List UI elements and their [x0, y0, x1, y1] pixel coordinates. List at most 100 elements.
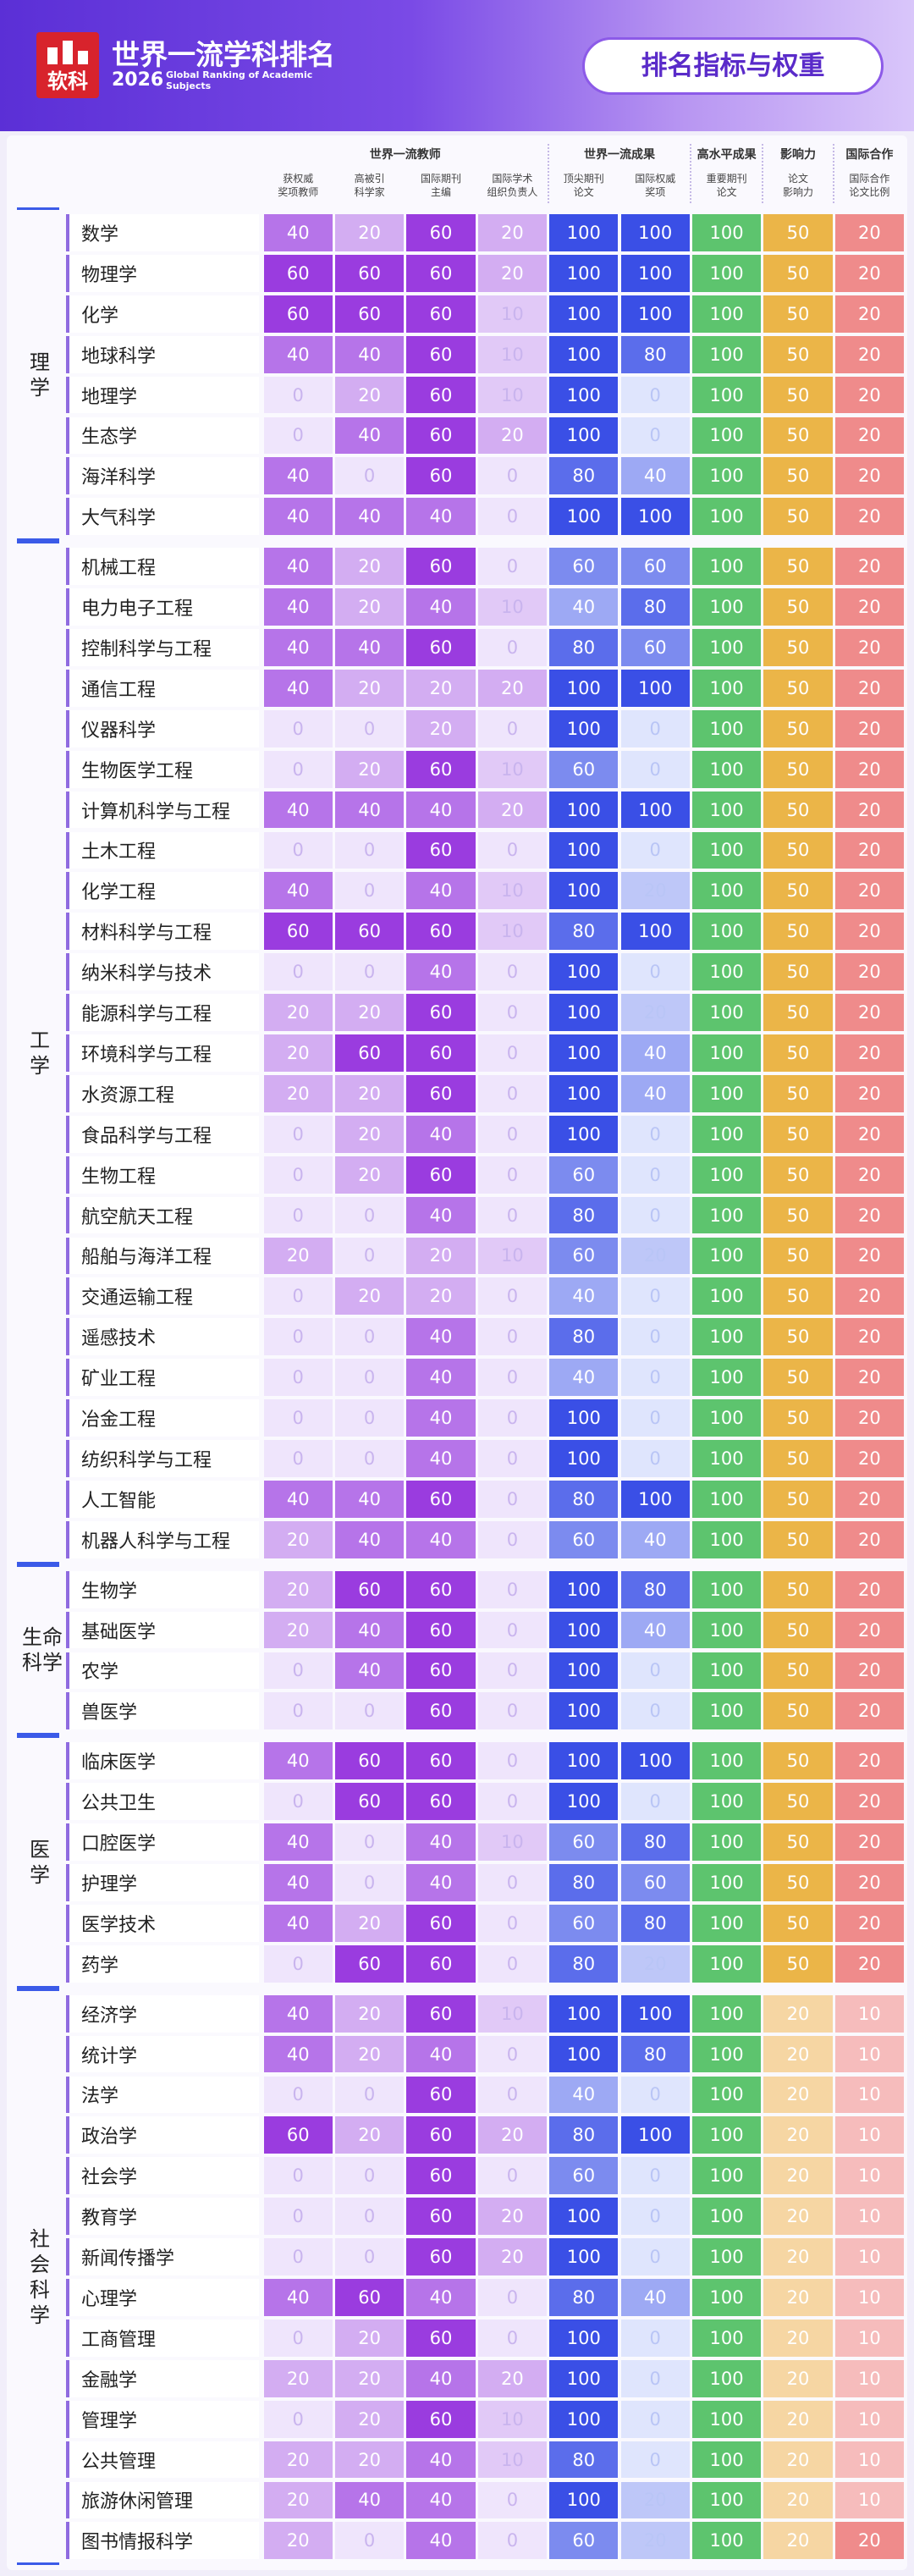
score-cell: 0: [620, 1440, 690, 1477]
score-cell: 60: [406, 2157, 476, 2195]
score-cell: 40: [406, 2279, 476, 2316]
score-cell: 20: [834, 1480, 905, 1518]
score-cell: 0: [620, 1783, 690, 1821]
score-cell: 100: [691, 2116, 762, 2154]
score-cell: 100: [549, 2035, 619, 2073]
score-cell: 0: [334, 831, 405, 869]
score-cell: 40: [406, 1440, 476, 1477]
score-cell: 40: [263, 335, 333, 373]
score-cell: 20: [334, 1994, 405, 2033]
score-cell: 80: [620, 1823, 690, 1861]
score-cell: 0: [477, 953, 548, 991]
score-cell: 100: [691, 588, 762, 626]
score-cell: 20: [334, 1074, 405, 1112]
subject-name: 兽医学: [66, 1692, 259, 1730]
score-cell: 100: [620, 1742, 690, 1780]
subject-name: 环境科学与工程: [66, 1034, 259, 1072]
score-cell: 50: [763, 1074, 833, 1112]
section-rule: [17, 1733, 59, 1736]
score-cell: 100: [549, 2198, 619, 2236]
score-cell: 0: [263, 416, 333, 455]
score-cell: 100: [691, 295, 762, 333]
score-cell: 100: [691, 1652, 762, 1690]
score-cell: 100: [549, 335, 619, 373]
score-cell: 60: [263, 254, 333, 292]
score-cell: 10: [477, 872, 548, 910]
score-cell: 0: [620, 2359, 690, 2397]
subject-name: 新闻传播学: [66, 2238, 259, 2275]
score-cell: 100: [549, 709, 619, 747]
score-cell: 0: [477, 1074, 548, 1112]
score-cell: 0: [477, 1115, 548, 1153]
score-cell: 20: [334, 214, 405, 251]
score-cell: 20: [834, 994, 905, 1031]
score-cell: 50: [763, 416, 833, 455]
score-cell: 0: [620, 1359, 690, 1397]
badge: 排名指标与权重: [582, 37, 884, 95]
score-cell: 20: [406, 709, 476, 747]
score-cell: 60: [549, 1904, 619, 1942]
score-cell: 0: [620, 2319, 690, 2357]
score-cell: 80: [620, 2035, 690, 2073]
score-cell: 50: [763, 1611, 833, 1649]
score-cell: 0: [477, 1742, 548, 1780]
section-label: 生命科学: [22, 1625, 63, 1675]
score-cell: 0: [263, 2319, 333, 2357]
group-separator: [761, 144, 763, 203]
score-cell: 60: [334, 1570, 405, 1608]
score-cell: 20: [834, 1864, 905, 1901]
score-cell: 100: [691, 709, 762, 747]
score-cell: 50: [763, 1692, 833, 1730]
title: 世界一流学科排名: [112, 38, 335, 71]
score-cell: 40: [549, 1277, 619, 1316]
score-cell: 50: [763, 1196, 833, 1234]
score-cell: 20: [334, 2116, 405, 2154]
score-cell: 50: [763, 1823, 833, 1861]
score-cell: 100: [691, 1440, 762, 1477]
section-rule: [17, 207, 59, 210]
score-cell: 20: [834, 1156, 905, 1194]
score-cell: 80: [549, 2116, 619, 2154]
score-cell: 20: [834, 548, 905, 586]
score-cell: 20: [834, 1074, 905, 1112]
score-cell: 40: [620, 1611, 690, 1649]
subject-name: 口腔医学: [66, 1823, 259, 1861]
score-cell: 60: [406, 1480, 476, 1518]
subject-name: 数学: [66, 214, 259, 251]
score-cell: 20: [334, 1115, 405, 1153]
column-header: 国际期刊 主编: [420, 173, 461, 198]
score-cell: 100: [691, 1864, 762, 1901]
score-cell: 60: [406, 1034, 476, 1072]
score-cell: 0: [477, 2157, 548, 2195]
score-cell: 20: [263, 1611, 333, 1649]
score-cell: 60: [406, 750, 476, 788]
score-cell: 60: [620, 1864, 690, 1901]
score-cell: 20: [834, 1277, 905, 1316]
column-header: 重要期刊 论文: [706, 173, 747, 198]
score-cell: 40: [406, 872, 476, 910]
score-cell: 0: [263, 1196, 333, 1234]
score-cell: 100: [549, 953, 619, 991]
score-cell: 0: [477, 629, 548, 666]
score-cell: 20: [834, 1399, 905, 1437]
score-cell: 20: [834, 1944, 905, 1983]
score-cell: 20: [620, 1944, 690, 1983]
score-cell: 60: [406, 1692, 476, 1730]
column-header: 论文 影响力: [782, 173, 813, 198]
score-cell: 0: [477, 1359, 548, 1397]
score-cell: 0: [620, 2441, 690, 2479]
score-cell: 20: [763, 2400, 833, 2438]
score-cell: 20: [834, 1823, 905, 1861]
score-cell: 0: [620, 376, 690, 414]
score-cell: 20: [763, 2035, 833, 2073]
score-cell: 100: [691, 669, 762, 707]
subject-name: 医学技术: [66, 1904, 259, 1942]
score-cell: 60: [406, 831, 476, 869]
score-cell: 0: [477, 1692, 548, 1730]
score-cell: 40: [263, 1864, 333, 1901]
score-cell: 0: [263, 1359, 333, 1397]
score-cell: 60: [334, 1034, 405, 1072]
score-cell: 40: [334, 1652, 405, 1690]
score-cell: 0: [477, 1440, 548, 1477]
subject-name: 食品科学与工程: [66, 1115, 259, 1153]
